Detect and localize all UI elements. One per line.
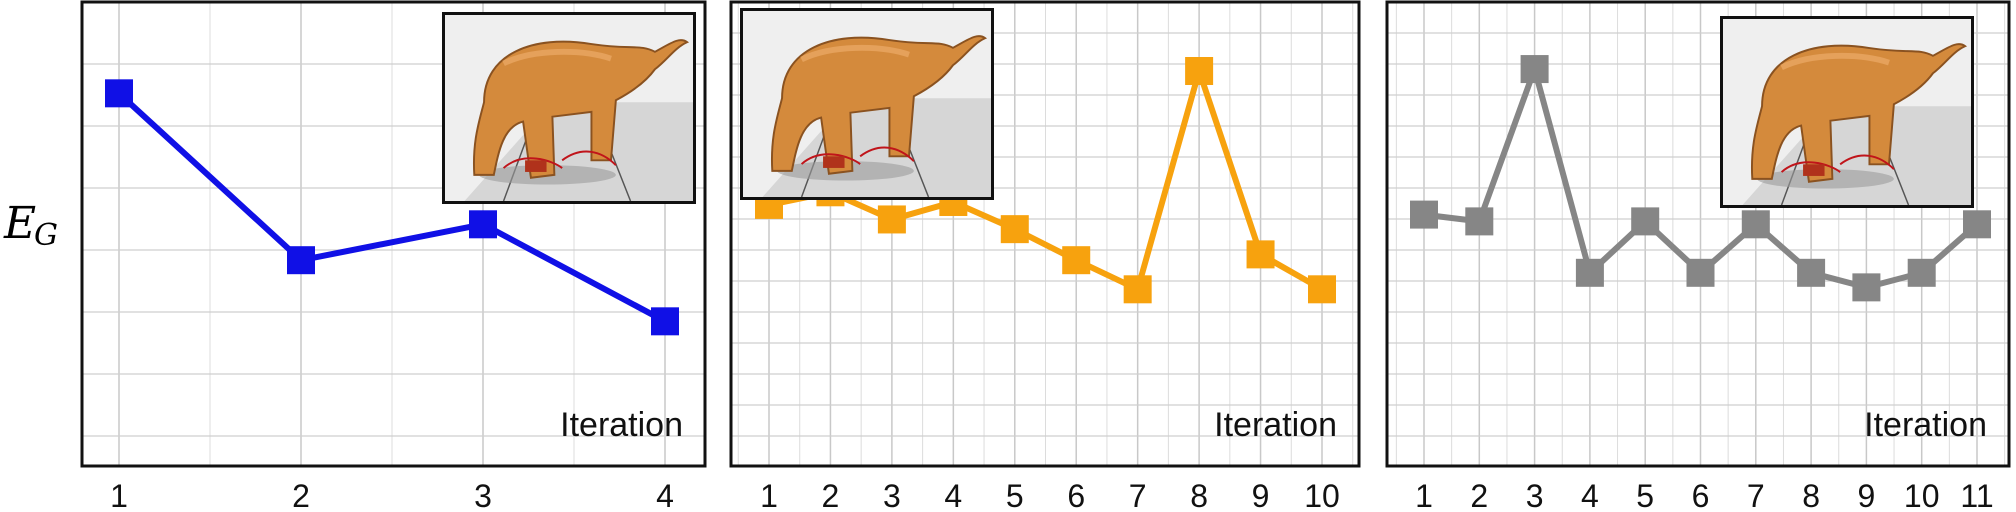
data-point-11	[1963, 210, 1991, 239]
x-tick-label: 5	[1636, 478, 1654, 512]
x-tick-label: 3	[1526, 478, 1544, 512]
data-point-3	[1520, 55, 1549, 84]
creature-picture	[1723, 19, 1971, 205]
x-tick-label: 7	[1747, 478, 1765, 512]
data-point-1	[105, 79, 133, 108]
x-tick-label: 10	[1904, 478, 1940, 512]
x-tick-label: 1	[1415, 478, 1433, 512]
data-point-8	[1797, 258, 1826, 287]
y-axis-label-subscript: G	[34, 218, 58, 253]
series-line	[768, 68, 1324, 293]
inset-image-panel-2	[740, 8, 994, 200]
data-point-9	[1246, 240, 1275, 269]
x-tick-label: 9	[1252, 478, 1270, 512]
inset-image-panel-3	[1720, 16, 1974, 208]
data-point-2	[1465, 207, 1494, 236]
x-tick-label: 1	[110, 478, 128, 512]
plot-frame	[1385, 0, 2011, 468]
data-point-3	[877, 205, 906, 234]
x-tick-label: 2	[1470, 478, 1488, 512]
data-point-3	[469, 210, 497, 239]
series-line	[116, 91, 667, 324]
chart-panel-2: Iteration 1 2 3 4 5 6 7 8 9 10	[729, 0, 1361, 512]
data-point-5	[1000, 215, 1029, 244]
x-axis-label: Iteration	[1864, 406, 1987, 444]
x-tick-label: 7	[1129, 478, 1147, 512]
data-point-5	[1631, 207, 1660, 236]
x-tick-label: 2	[822, 478, 840, 512]
y-axis-label-main: E	[4, 198, 37, 249]
data-point-4	[651, 307, 679, 336]
x-tick-label: 6	[1692, 478, 1710, 512]
data-point-7	[1741, 210, 1770, 239]
data-point-4	[1575, 258, 1604, 287]
data-point-10	[1907, 258, 1936, 287]
creature-picture	[743, 11, 991, 197]
data-point-10	[1308, 275, 1336, 304]
x-tick-label: 8	[1802, 478, 1820, 512]
x-tick-label: 2	[292, 478, 310, 512]
x-tick-label: 4	[1581, 478, 1599, 512]
data-point-9	[1852, 273, 1881, 302]
x-tick-label: 3	[474, 478, 492, 512]
x-tick-label: 10	[1304, 478, 1340, 512]
data-point-7	[1123, 275, 1152, 304]
data-point-1	[1410, 200, 1438, 229]
x-tick-label: 11	[1960, 478, 1993, 512]
data-point-8	[1185, 57, 1214, 86]
data-point-2	[287, 246, 315, 275]
x-tick-label: 1	[760, 478, 778, 512]
x-tick-label: 3	[883, 478, 901, 512]
y-axis-label: E G	[0, 190, 75, 260]
creature-picture	[445, 15, 693, 201]
x-axis-label: Iteration	[560, 406, 683, 444]
chart-panel-3: Iteration 1 2 3 4 5 6 7 8 9 10 11	[1385, 0, 2011, 512]
plot-frame	[729, 0, 1361, 468]
x-tick-label: 6	[1067, 478, 1085, 512]
x-tick-label: 8	[1190, 478, 1208, 512]
chart-panel-1: Iteration 1 2 3 4	[80, 0, 707, 512]
plot-frame	[80, 0, 707, 468]
x-tick-label: 4	[944, 478, 962, 512]
data-point-6	[1686, 258, 1715, 287]
x-tick-label: 4	[656, 478, 674, 512]
x-axis-label: Iteration	[1214, 406, 1337, 444]
x-tick-label: 5	[1006, 478, 1024, 512]
inset-image-panel-1	[442, 12, 696, 204]
data-point-6	[1062, 246, 1091, 275]
x-tick-label: 9	[1858, 478, 1876, 512]
